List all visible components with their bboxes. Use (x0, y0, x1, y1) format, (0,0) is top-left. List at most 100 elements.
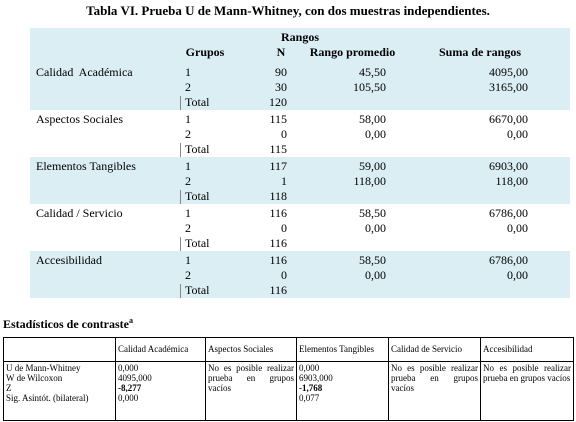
stats-value: No es posible realizar prueba en grupos … (391, 363, 478, 393)
stats-header-text: Accesibilidad (483, 344, 533, 354)
stats-value: 0,000 (118, 393, 139, 403)
row-band (30, 157, 570, 204)
stats-header: Calidad Académica (115, 337, 206, 362)
variable-name: Calidad / Servicio (36, 206, 123, 220)
stats-value: 0,077 (299, 393, 320, 403)
cell-text: 0 (281, 127, 287, 141)
cell-text: 6670,00 (489, 112, 528, 126)
column-header: Rango promedio (309, 45, 396, 59)
cell-text: 2 (185, 80, 191, 94)
row-label: W de Wilcoxon (6, 373, 63, 383)
stats-header: Accesibilidad (480, 337, 574, 362)
row-label: Sig. Asintót. (bilateral) (6, 393, 89, 403)
cell-text: 116 (269, 253, 287, 267)
cell-text: 118,00 (353, 174, 386, 188)
cell-text: 116 (269, 236, 287, 250)
cell-text: 116 (269, 206, 287, 220)
cell-text: 1 (185, 159, 191, 173)
cell-text: 120 (269, 95, 287, 109)
cell-text: 1 (185, 253, 191, 267)
cell-text: Total (185, 142, 210, 156)
cell-text: 90 (275, 65, 287, 79)
cell-text: 59,00 (359, 159, 386, 173)
stats-value: -8,277 (118, 383, 142, 393)
header-bg (30, 28, 570, 63)
stats-column: No es posible realizar prueba en grupos … (480, 361, 574, 421)
variable-name: Accesibilidad (36, 253, 102, 267)
cell-text: 1 (185, 112, 191, 126)
cell-text: 2 (185, 174, 191, 188)
cell-text: 0,00 (365, 268, 386, 282)
cell-text: 115 (269, 142, 287, 156)
cell-text: Total (185, 283, 210, 297)
cell-text: 1 (185, 206, 191, 220)
cell-text: 30 (275, 80, 287, 94)
cell-text: 0 (281, 221, 287, 235)
cell-text: 1 (281, 174, 287, 188)
cell-text: 4095,00 (489, 65, 528, 79)
cell-text: 2 (185, 268, 191, 282)
cell-text: 6786,00 (489, 206, 528, 220)
cell-text: 58,50 (359, 206, 386, 220)
table-title: Tabla VI. Prueba U de Mann-Whitney, con … (86, 3, 490, 18)
stats-column: No es posible realizar prueba en grupos … (205, 361, 297, 421)
footnote-mark: a (129, 316, 133, 325)
divider (180, 284, 181, 298)
cell-text: 45,50 (359, 65, 386, 79)
stats-title-text: Estadísticos de contraste (3, 317, 129, 331)
stats-value: 0,000 (299, 363, 320, 373)
stats-header: Calidad de Servicio (388, 337, 481, 362)
cell-text: 0,00 (507, 127, 528, 141)
stats-column: 0,000 4095,000 -8,277 0,000 (115, 361, 206, 421)
cell-text: 6786,00 (489, 253, 528, 267)
row-band (30, 63, 570, 110)
stats-header: Aspectos Sociales (205, 337, 297, 362)
stats-value: No es posible realizar prueba en grupos … (208, 363, 294, 393)
stats-column: 0,000 6903,000 -1,768 0,077 (296, 361, 389, 421)
divider (180, 143, 181, 157)
cell-text: Total (185, 236, 210, 250)
cell-text: Total (185, 189, 210, 203)
ranks-caption: Rangos (280, 30, 319, 44)
row-label: U de Mann-Whitney (6, 363, 81, 373)
cell-text: 58,00 (359, 112, 386, 126)
cell-text: 118 (269, 189, 287, 203)
variable-name: Elementos Tangibles (36, 159, 136, 173)
cell-text: 2 (185, 221, 191, 235)
stats-header-text: Aspectos Sociales (208, 344, 274, 354)
cell-text: 2 (185, 127, 191, 141)
row-band (30, 251, 570, 298)
cell-text: 116 (269, 283, 287, 297)
stats-value: -1,768 (299, 383, 323, 393)
divider (180, 237, 181, 251)
cell-text: 58,50 (359, 253, 386, 267)
divider (180, 190, 181, 204)
stats-row-labels: U de Mann-Whitney W de Wilcoxon Z Sig. Asin… (3, 361, 116, 421)
stats-header: Elementos Tangibles (296, 337, 389, 362)
stats-corner (3, 337, 116, 362)
cell-text: 115 (269, 112, 287, 126)
stats-title: Estadísticos de contrastea (3, 316, 133, 331)
cell-text: 118,00 (495, 174, 528, 188)
stats-column: No es posible realizar prueba en grupos … (388, 361, 481, 421)
row-label: Z (6, 383, 12, 393)
cell-text: 6903,00 (489, 159, 528, 173)
column-header: Suma de rangos (438, 45, 521, 59)
divider (180, 96, 181, 110)
stats-value: 4095,000 (118, 373, 152, 383)
cell-text: 0 (281, 268, 287, 282)
variable-name: Calidad Académica (36, 65, 133, 79)
stats-value: 6903,000 (299, 373, 333, 383)
cell-text: 3165,00 (489, 80, 528, 94)
column-header: N (276, 45, 286, 59)
column-header: Grupos (185, 45, 225, 59)
cell-text: Total (185, 95, 210, 109)
cell-text: 105,50 (353, 80, 386, 94)
cell-text: 0,00 (365, 127, 386, 141)
stats-header-text: Calidad de Servicio (391, 344, 462, 354)
cell-text: 117 (269, 159, 287, 173)
stats-value: No es posible realizar prueba en grupos … (483, 363, 571, 383)
cell-text: 1 (185, 65, 191, 79)
cell-text: 0,00 (507, 268, 528, 282)
stats-header-text: Calidad Académica (118, 344, 189, 354)
